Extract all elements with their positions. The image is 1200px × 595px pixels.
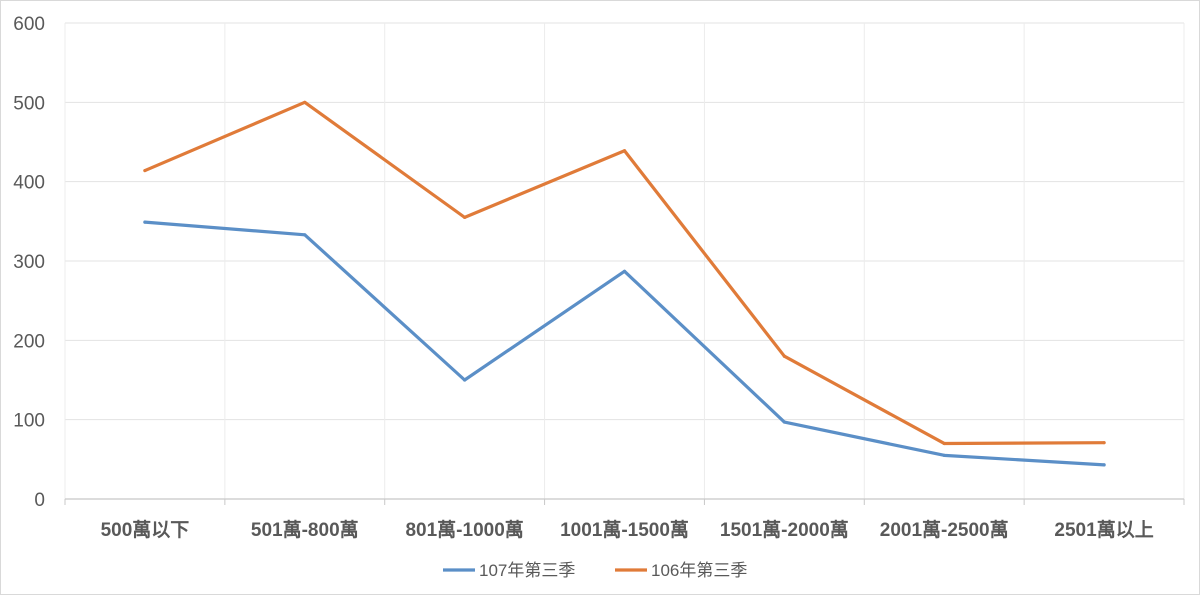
- y-tick-label: 500: [13, 93, 45, 114]
- series-lines: [143, 100, 1106, 467]
- data-point: [1102, 463, 1106, 467]
- data-point: [143, 220, 147, 224]
- y-tick-label: 200: [13, 331, 45, 352]
- data-point: [622, 269, 627, 273]
- y-axis-ticks: 0 100 200 300 400 500 600: [13, 14, 45, 511]
- data-point: [942, 441, 946, 446]
- data-point: [303, 100, 307, 104]
- x-axis-ticks: 500萬以下 501萬-800萬 801萬-1000萬 1001萬-1500萬 1501…: [101, 519, 1154, 541]
- data-point: [622, 149, 627, 153]
- x-axis: [64, 498, 1185, 505]
- y-tick-label: 400: [13, 173, 45, 194]
- y-tick-label: 100: [13, 411, 45, 432]
- x-tick-label: 500萬以下: [101, 519, 190, 541]
- data-point: [942, 453, 946, 457]
- data-point: [782, 420, 786, 424]
- x-tick-label: 1501萬-2000萬: [720, 519, 849, 541]
- data-point: [303, 233, 307, 237]
- data-point: [1102, 441, 1106, 445]
- series-line-0: [143, 220, 1106, 467]
- y-tick-label: 600: [13, 14, 45, 35]
- legend-label-0: 107年第三季: [479, 561, 575, 580]
- x-tick-label: 2001萬-2500萬: [880, 519, 1009, 541]
- legend-label-1: 106年第三季: [651, 561, 747, 580]
- data-point: [143, 168, 147, 173]
- data-point: [782, 354, 786, 358]
- y-tick-label: 300: [13, 252, 45, 273]
- x-tick-label: 2501萬以上: [1054, 519, 1153, 541]
- x-tick-label: 801萬-1000萬: [405, 519, 523, 541]
- legend: 107年第三季 106年第三季: [443, 561, 747, 580]
- data-point: [463, 215, 467, 219]
- x-tick-label: 501萬-800萬: [251, 519, 359, 541]
- x-tick-label: 1001萬-1500萬: [560, 519, 689, 541]
- gridlines: [64, 22, 1185, 499]
- data-point: [463, 378, 467, 382]
- y-tick-label: 0: [34, 490, 45, 511]
